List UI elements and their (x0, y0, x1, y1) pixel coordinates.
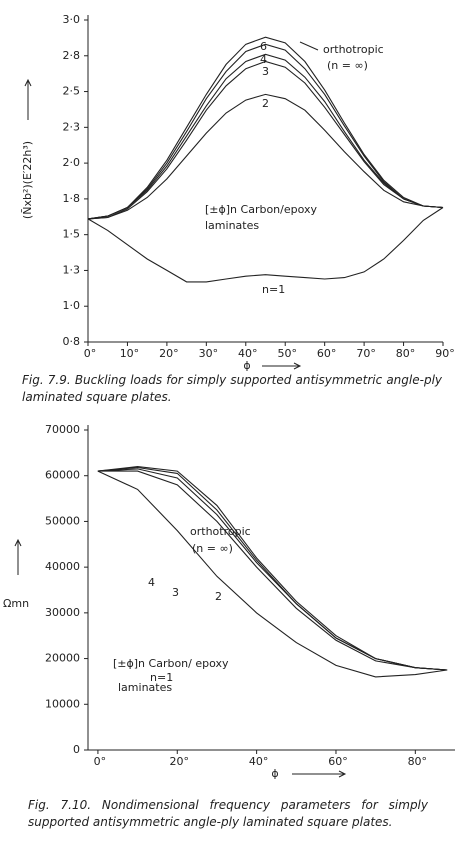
x-arrow-head (338, 770, 347, 778)
x-tick-label: 10° (120, 347, 140, 360)
y-tick-label: 2·5 (63, 85, 81, 98)
annotation: (n = ∞) (192, 542, 233, 555)
line-series (97, 466, 448, 671)
series-label: 3 (262, 65, 269, 78)
y-tick-label: 2·3 (63, 120, 81, 133)
caption: Fig. 7.9. Buckling loads for simply supp… (22, 373, 442, 404)
y-tick-label: 30000 (45, 606, 80, 619)
x-tick-label: 60° (317, 347, 337, 360)
x-axis-label: ϕ (243, 359, 250, 372)
line-series (97, 466, 448, 671)
y-arrow-head (24, 78, 32, 87)
y-tick-label: 1·8 (63, 192, 81, 205)
y-tick-label: 2·8 (63, 49, 81, 62)
x-tick-label: 80° (396, 347, 416, 360)
x-tick-label: 70° (356, 347, 376, 360)
line-series (87, 93, 444, 220)
x-arrow-head (293, 362, 302, 370)
annotation: (n = ∞) (327, 59, 368, 72)
series-label: orthotropic (190, 525, 251, 538)
y-tick-label: 10000 (45, 697, 80, 710)
y-tick-label: 1·5 (63, 228, 81, 241)
y-tick-label: 40000 (45, 560, 80, 573)
line-series (87, 43, 444, 220)
series-label: 4 (260, 53, 267, 66)
y-tick-label: 20000 (45, 652, 80, 665)
y-tick-label: 1·0 (63, 299, 81, 312)
arrows (14, 41, 347, 778)
line-series (97, 470, 448, 678)
line-series (87, 207, 444, 283)
x-tick-label: 50° (277, 347, 297, 360)
y-tick-label: 60000 (45, 469, 80, 482)
y-axis-label: Ωmn (3, 597, 29, 610)
annotation: laminates (205, 219, 259, 232)
series-label: 4 (148, 576, 155, 589)
line-series (97, 468, 448, 671)
series-label: 6 (260, 40, 267, 53)
x-tick-label: 90° (435, 347, 455, 360)
annotation: [±ϕ]n Carbon/ epoxy (113, 657, 229, 670)
x-tick-label: 30° (199, 347, 219, 360)
pointer (299, 41, 319, 51)
line-series (87, 60, 444, 220)
y-tick-label: 3·0 (63, 13, 81, 26)
series-label: 2 (262, 97, 269, 110)
annotation: laminates (118, 681, 172, 694)
x-tick-label: 60° (328, 755, 348, 768)
y-arrow-head (14, 538, 22, 547)
series-label: 3 (172, 586, 179, 599)
x-axis-label: ϕ (271, 767, 278, 780)
x-tick-label: 40° (238, 347, 258, 360)
line-series (97, 470, 448, 671)
y-tick-label: 2·0 (63, 156, 81, 169)
caption: Fig. 7.10. Nondimensional frequency para… (28, 798, 428, 829)
x-tick-label: 0° (84, 347, 97, 360)
y-tick-label: 50000 (45, 514, 80, 527)
y-tick-label: 70000 (45, 423, 80, 436)
line-series (87, 36, 444, 220)
annotation: [±ϕ]n Carbon/epoxy (205, 203, 318, 216)
y-tick-label: 0 (73, 743, 80, 756)
series-label: orthotropic (323, 43, 384, 56)
line-series (87, 53, 444, 220)
y-axis-label: (N̄xb²)(E′22h³) (21, 141, 34, 219)
y-tick-label: 1·3 (63, 263, 81, 276)
series-label: n=1 (262, 283, 285, 296)
x-tick-label: 20° (170, 755, 190, 768)
x-tick-label: 40° (249, 755, 269, 768)
x-tick-label: 80° (408, 755, 428, 768)
y-tick-label: 0·8 (63, 335, 81, 348)
series-label: n=1 (150, 671, 173, 684)
x-tick-label: 0° (94, 755, 107, 768)
x-tick-label: 20° (159, 347, 179, 360)
series-label: 2 (215, 590, 222, 603)
